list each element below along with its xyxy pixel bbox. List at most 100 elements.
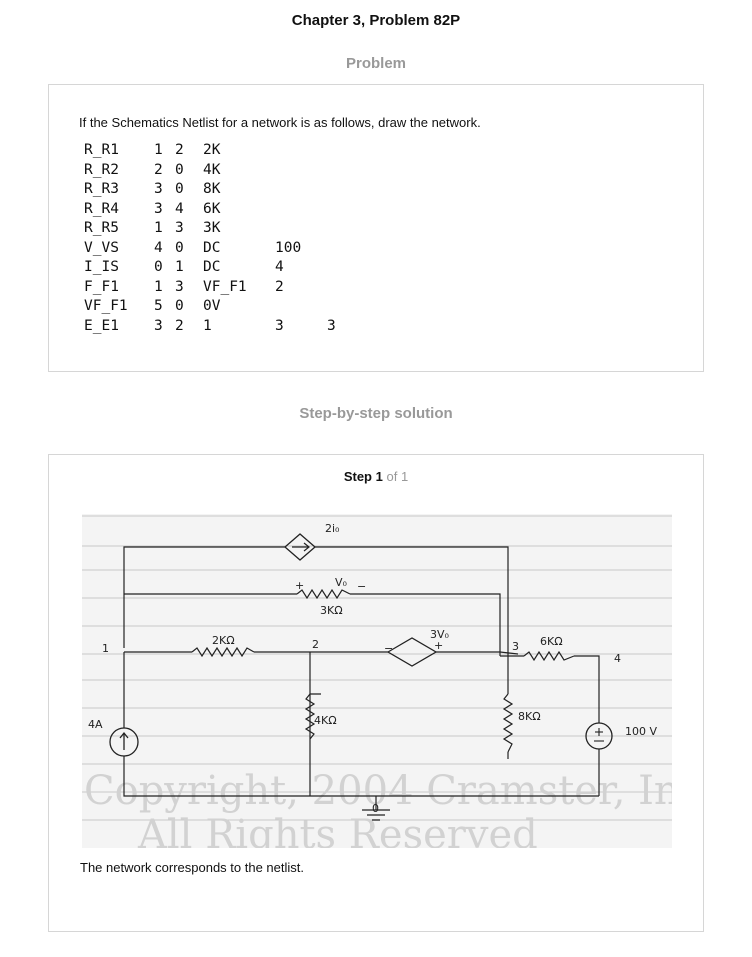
solution-section-title: Step-by-step solution (299, 405, 453, 422)
netlist-cell: 0V (203, 298, 221, 314)
label-node4: 4 (614, 652, 621, 665)
step-number: 1 (375, 469, 383, 484)
label-r2: 4KΩ (314, 714, 337, 727)
dependent-current-source (284, 533, 316, 561)
problem-section-title: Problem (345, 55, 406, 72)
netlist-cell: 3 (175, 220, 184, 236)
netlist-cell: 5 (154, 298, 163, 314)
netlist-row: F_F1 1 3 VF_F1 2 (84, 278, 336, 298)
netlist-cell: 2 (175, 317, 184, 334)
netlist-cell (327, 219, 336, 239)
netlist-cell (275, 161, 327, 181)
netlist-cell: 8K (203, 181, 221, 197)
label-r1: 2KΩ (212, 634, 235, 647)
netlist-cell: 2 (154, 161, 163, 178)
netlist-cell (327, 141, 336, 161)
netlist-cell: 3K (203, 220, 221, 236)
netlist-cell: VF_F1 (203, 278, 247, 295)
netlist-cell (275, 200, 327, 220)
netlist-cell (275, 180, 327, 200)
netlist-cell: 3 (175, 278, 184, 295)
netlist-cell: 2K (203, 142, 221, 158)
netlist-cell (275, 297, 327, 317)
netlist-cell (327, 180, 336, 200)
netlist-cell (275, 219, 327, 239)
resistor-r3 (502, 693, 514, 753)
netlist-cell: 100 (275, 239, 302, 256)
resistor-r1 (191, 646, 255, 658)
netlist-cell: 2 (175, 142, 184, 158)
netlist-row: E_E1 3 2 1 3 3 (84, 317, 336, 337)
netlist-cell (327, 297, 336, 317)
netlist-cell: R_R3 (84, 181, 119, 197)
label-node2: 2 (312, 638, 319, 651)
label-vo: V₀ (335, 576, 348, 589)
current-source-4a (109, 727, 139, 757)
label-vo-plus: + (295, 579, 304, 592)
netlist-cell: R_R5 (84, 220, 119, 236)
netlist-cell: 3 (327, 317, 336, 334)
netlist-cell: R_R4 (84, 200, 119, 217)
netlist-cell: E_E1 (84, 317, 119, 334)
netlist-cell: 0 (175, 298, 184, 314)
label-r5: 3KΩ (320, 604, 343, 617)
watermark-rights: All Rights Reserved (137, 812, 538, 848)
netlist-cell: 2 (275, 278, 284, 295)
step-word: Step (343, 469, 372, 484)
netlist-cell: 0 (175, 181, 184, 197)
step-label: Step 1 of 1 (49, 469, 703, 484)
page-title: Chapter 3, Problem 82P (291, 12, 461, 29)
label-r3: 8KΩ (518, 710, 541, 723)
netlist-cell: V_VS (84, 239, 119, 256)
watermark-copyright: Copyright, 2004 Cramster, Inc. (84, 768, 672, 814)
circuit-figure: Copyright, 2004 Cramster, Inc. All Right… (82, 514, 672, 848)
label-dep-voltage: 3V₀ (430, 628, 450, 641)
netlist-cell: 0 (175, 161, 184, 178)
label-dep-current: 2i₀ (325, 522, 340, 535)
netlist-cell (327, 239, 336, 259)
netlist-row: R_R3 3 0 8K (84, 180, 336, 200)
ground-symbol (362, 809, 390, 821)
netlist-cell: 3 (154, 181, 163, 197)
netlist-cell: DC (203, 259, 221, 275)
netlist-row: R_R1 1 2 2K (84, 141, 336, 161)
netlist-cell: 3 (154, 317, 163, 334)
netlist-cell: DC (203, 239, 221, 256)
netlist-row: VF_F1 5 0 0V (84, 297, 336, 317)
label-r4: 6KΩ (540, 635, 563, 648)
resistor-r4 (523, 650, 575, 662)
label-isrc: 4A (88, 718, 103, 731)
netlist-cell: 3 (154, 200, 163, 217)
voltage-source-100v (585, 722, 613, 750)
netlist-cell: 1 (154, 220, 163, 236)
netlist-cell (327, 200, 336, 220)
netlist-cell: VF_F1 (84, 298, 128, 314)
solution-conclusion: The network corresponds to the netlist. (80, 860, 305, 875)
netlist-cell (327, 278, 336, 298)
netlist-table: R_R1 1 2 2K R_R2 2 0 4K R_R3 3 0 8K R_R4 3 4 6K R_R5 1 3 3K… (84, 141, 336, 336)
netlist-cell: 0 (175, 239, 184, 256)
netlist-cell: 1 (203, 317, 212, 334)
resistor-r5 (296, 588, 351, 600)
label-node1: 1 (102, 642, 109, 655)
netlist-cell: 3 (275, 317, 284, 334)
label-e-minus: − (384, 642, 393, 655)
dependent-voltage-source (386, 637, 438, 667)
netlist-cell: R_R2 (84, 161, 119, 178)
label-vo-minus: − (357, 580, 366, 593)
netlist-cell: 1 (154, 278, 163, 295)
netlist-cell: 4 (154, 239, 163, 256)
netlist-cell: 1 (154, 142, 163, 158)
label-node3: 3 (512, 640, 519, 653)
resistors (191, 588, 575, 753)
netlist-row: V_VS 4 0 DC 100 (84, 239, 336, 259)
netlist-row: R_R2 2 0 4K (84, 161, 336, 181)
netlist-cell (275, 141, 327, 161)
netlist-row: R_R4 3 4 6K (84, 200, 336, 220)
netlist-cell: 1 (175, 259, 184, 275)
netlist-cell: I_IS (84, 259, 119, 275)
label-vsrc: 100 V (625, 725, 657, 738)
netlist-row: I_IS 0 1 DC 4 (84, 258, 336, 278)
problem-panel: If the Schematics Netlist for a network … (48, 84, 704, 372)
circuit-wires (123, 546, 600, 810)
